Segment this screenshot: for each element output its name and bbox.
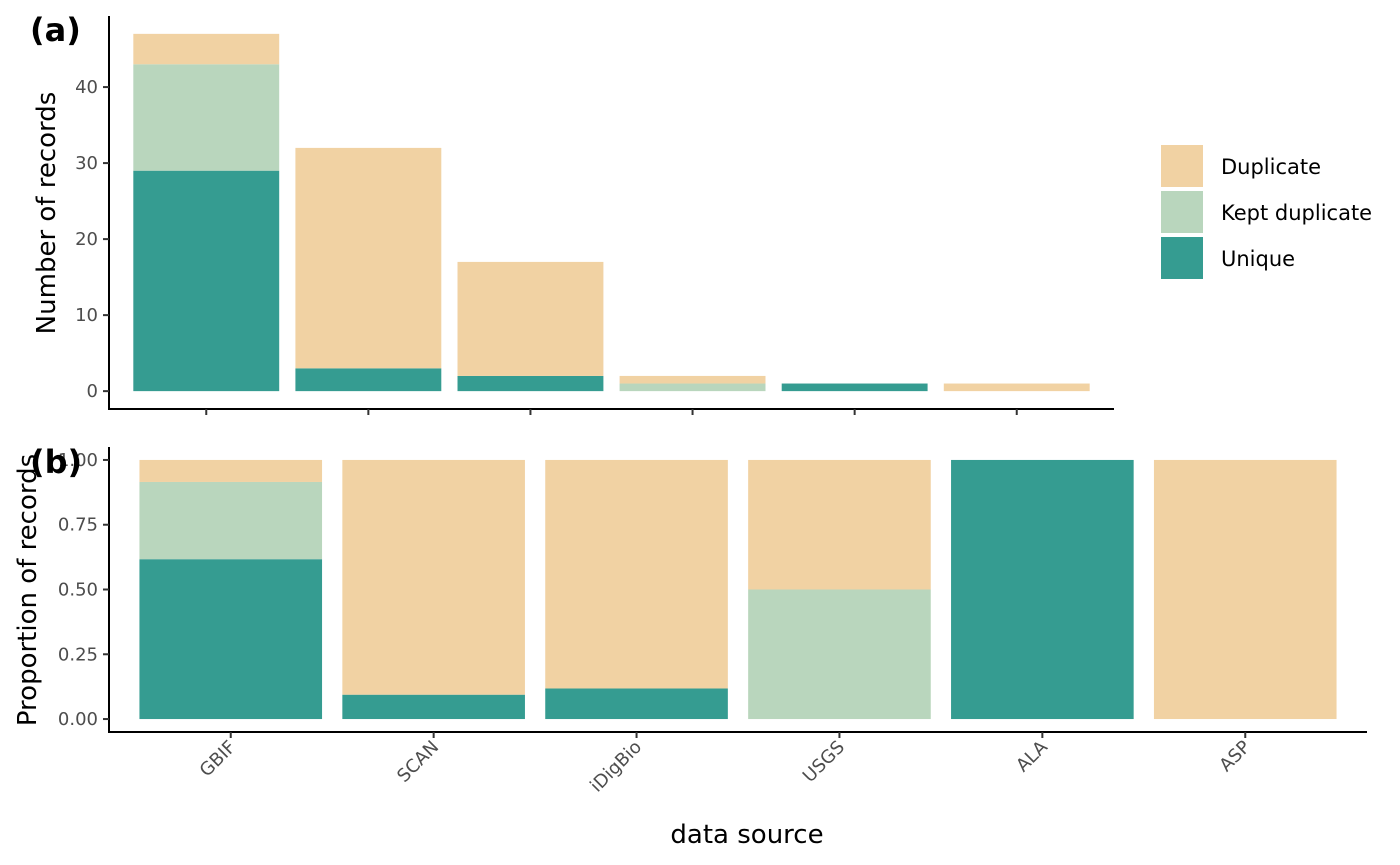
panel-a-label: (a)	[30, 11, 81, 49]
panel-a-y-axis-title: Number of records	[32, 92, 62, 335]
legend-key-kept-duplicate	[1161, 191, 1203, 233]
legend-label-kept-duplicate: Kept duplicate	[1221, 201, 1372, 225]
panel-a-bar-ala-unique	[781, 383, 928, 392]
panel-a-y-ticks: 0 10 20 30 40	[75, 77, 109, 402]
panel-a-y-tick-label: 0	[87, 381, 98, 402]
panel-a-bar-idigbio-duplicate	[457, 261, 604, 376]
legend-key-duplicate	[1161, 145, 1203, 187]
panel-a-bar-usgs-duplicate	[619, 375, 766, 384]
panel-b-y-tick-label: 0.00	[58, 709, 98, 730]
panel-a-y-tick-label: 20	[75, 229, 98, 250]
panel-a-bar-scan-duplicate	[295, 147, 442, 369]
panel-b-bar-gbif-kept-duplicate	[139, 481, 323, 560]
panel-a-bar-gbif-kept-duplicate	[133, 64, 280, 171]
panel-a-bar-gbif-duplicate	[133, 33, 280, 65]
legend-key-unique	[1161, 237, 1203, 279]
legend-label-duplicate: Duplicate	[1221, 155, 1321, 179]
legend: Duplicate Kept duplicate Unique	[1161, 145, 1372, 279]
panel-b-x-axis-title: data source	[670, 820, 823, 850]
panel-b-y-tick-label: 0.50	[58, 580, 98, 601]
panel-a-y-tick-label: 40	[75, 77, 98, 98]
panel-b-bar-usgs-duplicate	[748, 459, 931, 590]
panel-b-bars	[139, 459, 1337, 720]
panel-a-bar-gbif-unique	[133, 170, 280, 392]
panel-a-bar-asp-duplicate	[943, 383, 1090, 392]
panel-b-bar-gbif-duplicate	[139, 459, 323, 482]
panel-b-label: (b)	[30, 443, 82, 481]
panel-a-bar-scan-unique	[295, 368, 442, 392]
panel-a-x-ticks	[205, 409, 1018, 415]
panel-b-y-axis-title: Proportion of records	[13, 454, 43, 726]
panel-a-y-tick-label: 10	[75, 305, 98, 326]
legend-label-unique: Unique	[1221, 247, 1295, 271]
panel-b-y-tick-label: 0.75	[58, 515, 98, 536]
panel-b-y-tick-label: 1.00	[58, 450, 98, 471]
panel-a-y-tick-label: 30	[75, 153, 98, 174]
panel-a-number-of-records: 0 10 20 30 40 Number of records	[32, 16, 1114, 415]
panel-b-bar-usgs-kept-duplicate	[748, 589, 931, 720]
panel-b-y-ticks: 0.00 0.25 0.50 0.75 1.00	[58, 450, 109, 730]
panel-a-bars	[133, 33, 1090, 392]
panel-b-bar-asp-duplicate	[1153, 459, 1337, 720]
panel-b-bar-scan-duplicate	[342, 459, 525, 695]
panel-b-y-tick-label: 0.25	[58, 644, 98, 665]
panel-b-bar-ala-unique	[951, 459, 1134, 720]
panel-a-bar-usgs-kept-duplicate	[619, 383, 766, 392]
panel-b-bar-scan-unique	[342, 694, 525, 720]
panel-b-bar-idigbio-duplicate	[545, 459, 728, 689]
panel-b-proportion-of-records: 0.000.250.500.751.00 GBIF SCAN iDigBio USGS…	[13, 447, 1367, 850]
panel-a-bar-idigbio-unique	[457, 375, 604, 392]
panel-b-bar-idigbio-unique	[545, 688, 728, 720]
panel-b-bar-gbif-unique	[139, 559, 323, 720]
